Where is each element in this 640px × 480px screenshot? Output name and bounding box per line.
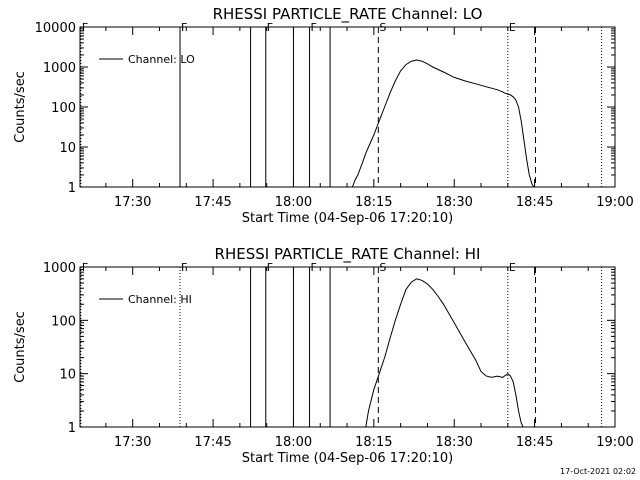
- x-tick-label: 17:30: [114, 195, 151, 210]
- x-tick-label: 18:15: [355, 195, 392, 210]
- event-marker-label: F: [181, 261, 187, 274]
- chart-title: RHESSI PARTICLE_RATE Channel: LO: [213, 5, 483, 24]
- chart-title: RHESSI PARTICLE_RATE Channel: HI: [215, 245, 481, 264]
- x-tick-label: 19:00: [596, 195, 633, 210]
- y-tick-label: 100: [51, 101, 76, 116]
- event-marker-label: F: [82, 261, 88, 274]
- x-tick-label: 17:30: [114, 435, 151, 450]
- event-marker-label: F: [181, 21, 187, 34]
- event-marker-label: F: [267, 261, 273, 274]
- plot-timestamp: 17-Oct-2021 02:02: [560, 467, 636, 476]
- y-tick-label: 1000: [43, 261, 76, 276]
- legend-label: Channel: LO: [128, 53, 195, 66]
- y-tick-label: 10000: [35, 21, 76, 36]
- y-tick-label: 1000: [43, 61, 76, 76]
- x-tick-label: 18:00: [275, 195, 312, 210]
- y-tick-label: 1: [68, 421, 76, 436]
- event-marker-label: F: [311, 21, 317, 34]
- x-axis-label: Start Time (04-Sep-06 17:20:10): [242, 451, 453, 466]
- x-tick-label: 18:00: [275, 435, 312, 450]
- y-tick-label: 10: [59, 368, 76, 383]
- plot-frame: [79, 266, 616, 428]
- x-tick-label: 18:45: [516, 195, 553, 210]
- x-tick-label: 18:45: [516, 435, 553, 450]
- plot-frame: [79, 26, 616, 188]
- x-tick-label: 19:00: [596, 435, 633, 450]
- series-line: [351, 59, 535, 188]
- event-marker-label: E: [509, 261, 516, 274]
- x-axis-label: Start Time (04-Sep-06 17:20:10): [242, 211, 453, 226]
- y-tick-label: 100: [51, 314, 76, 329]
- x-tick-label: 18:15: [355, 435, 392, 450]
- event-marker-label: S: [379, 261, 386, 274]
- event-marker-label: F: [82, 21, 88, 34]
- y-tick-label: 10: [59, 141, 76, 156]
- event-marker-label: E: [509, 21, 516, 34]
- y-axis-label: Counts/sec: [13, 71, 28, 143]
- legend-label: Channel: HI: [128, 293, 192, 306]
- event-marker-label: S: [379, 21, 386, 34]
- x-tick-label: 17:45: [194, 435, 231, 450]
- y-axis-label: Counts/sec: [13, 311, 28, 383]
- y-tick-label: 1: [68, 181, 76, 196]
- event-marker-label: F: [267, 21, 273, 34]
- x-tick-label: 18:30: [435, 195, 472, 210]
- series-line: [365, 278, 524, 428]
- x-tick-label: 18:30: [435, 435, 472, 450]
- x-tick-label: 17:45: [194, 195, 231, 210]
- event-marker-label: F: [311, 261, 317, 274]
